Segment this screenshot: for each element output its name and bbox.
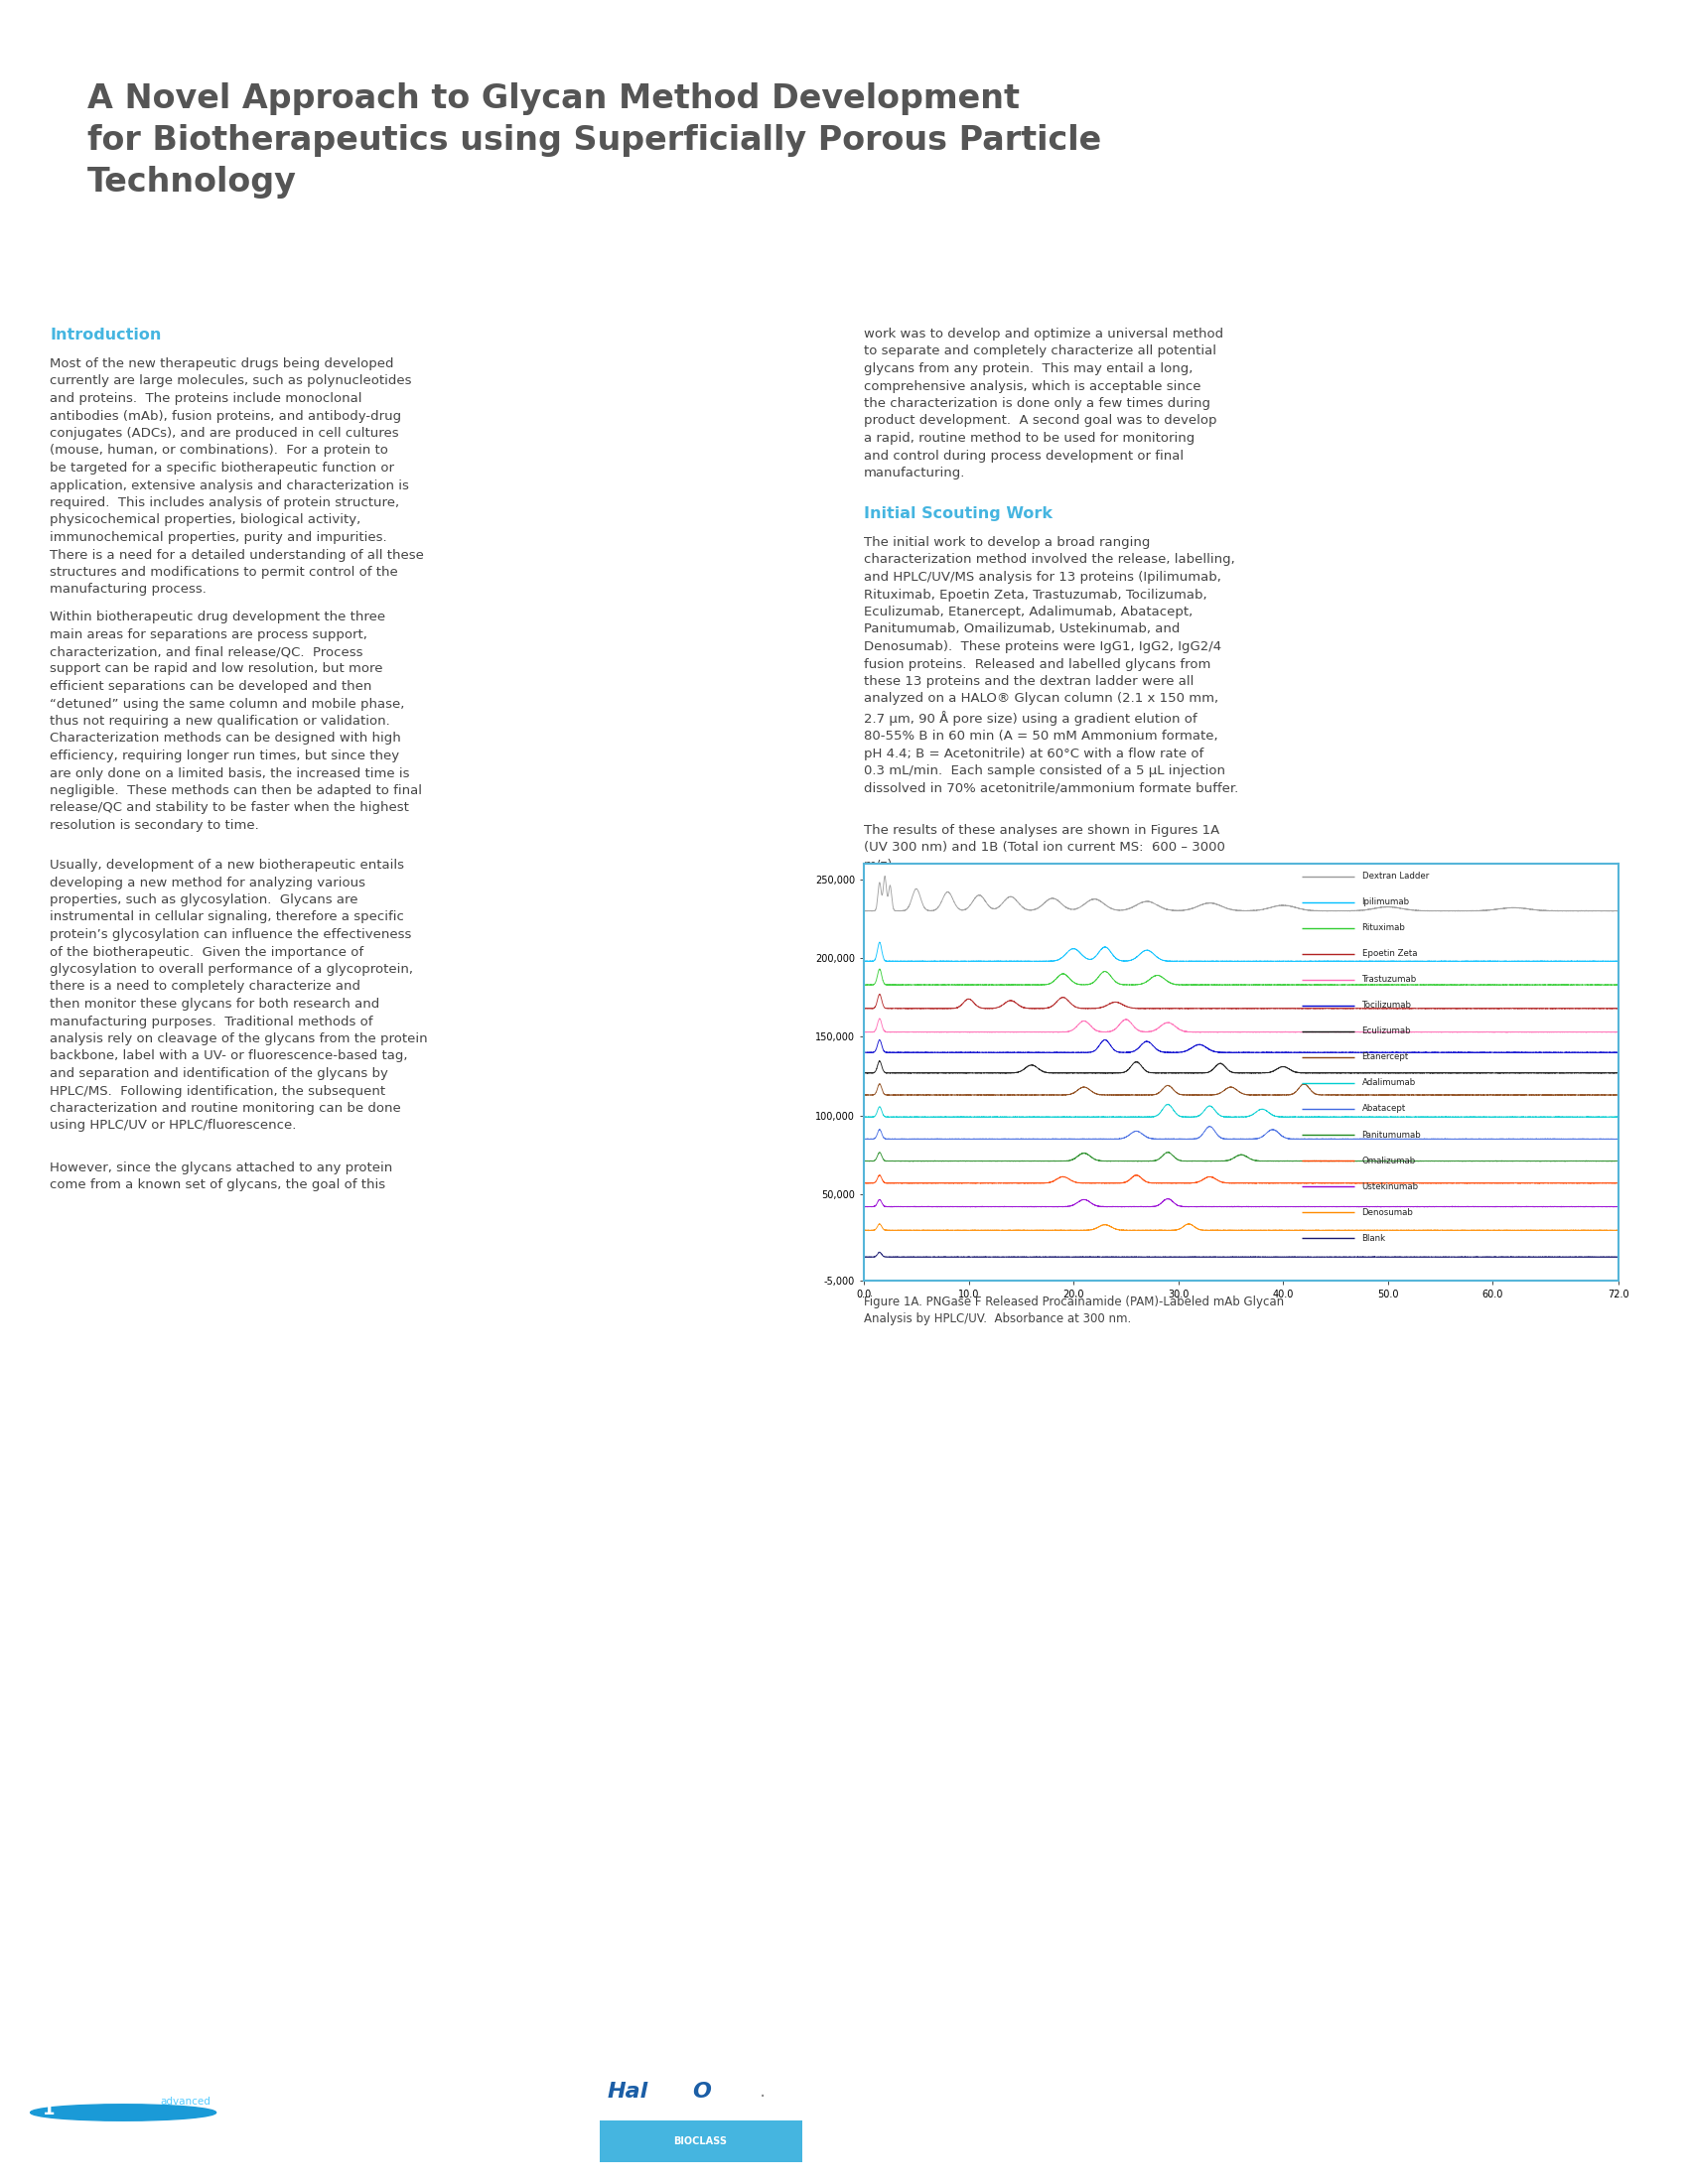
- Text: Denosumab: Denosumab: [1362, 1208, 1413, 1216]
- Text: Trastuzumab: Trastuzumab: [1362, 974, 1416, 985]
- Text: .: .: [760, 2081, 766, 2101]
- Text: BIOCLASS: BIOCLASS: [674, 2136, 728, 2145]
- Text: Adalimumab: Adalimumab: [1362, 1079, 1416, 1088]
- Text: Introduction: Introduction: [49, 328, 162, 343]
- Text: Eculizumab: Eculizumab: [1362, 1026, 1411, 1035]
- Text: Etanercept: Etanercept: [1362, 1053, 1409, 1061]
- Circle shape: [30, 2105, 216, 2121]
- Text: Panitumumab: Panitumumab: [1362, 1131, 1421, 1140]
- Text: Figure 1A. PNGase F Released Procainamide (PAM)-Labeled mAb Glycan
Analysis by H: Figure 1A. PNGase F Released Procainamid…: [864, 1295, 1285, 1326]
- Text: The initial work to develop a broad ranging
characterization method involved the: The initial work to develop a broad rang…: [864, 535, 1239, 795]
- Text: Epoetin Zeta: Epoetin Zeta: [1362, 950, 1416, 959]
- Text: However, since the glycans attached to any protein
come from a known set of glyc: However, since the glycans attached to a…: [49, 1162, 392, 1192]
- Text: Omalizumab: Omalizumab: [1362, 1155, 1416, 1164]
- Text: materialstechnology: materialstechnology: [160, 2123, 280, 2132]
- Text: work was to develop and optimize a universal method
to separate and completely c: work was to develop and optimize a unive…: [864, 328, 1224, 480]
- Text: The results of these analyses are shown in Figures 1A
(UV 300 nm) and 1B (Total : The results of these analyses are shown …: [864, 823, 1225, 871]
- Text: Within biotherapeutic drug development the three
main areas for separations are : Within biotherapeutic drug development t…: [49, 612, 422, 832]
- Text: Rituximab: Rituximab: [1362, 924, 1406, 933]
- Text: 1: 1: [42, 2101, 54, 2118]
- Text: Ipilimumab: Ipilimumab: [1362, 898, 1409, 906]
- FancyBboxPatch shape: [599, 2121, 802, 2162]
- Text: O: O: [692, 2081, 711, 2101]
- Text: Dextran Ladder: Dextran Ladder: [1362, 871, 1428, 880]
- Text: Hal: Hal: [608, 2081, 648, 2101]
- Text: Ustekinumab: Ustekinumab: [1362, 1182, 1418, 1190]
- Text: Blank: Blank: [1362, 1234, 1386, 1243]
- Text: A Novel Approach to Glycan Method Development
for Biotherapeutics using Superfic: A Novel Approach to Glycan Method Develo…: [88, 83, 1101, 199]
- Text: fused-core.com: fused-core.com: [1288, 2097, 1516, 2123]
- Text: Most of the new therapeutic drugs being developed
currently are large molecules,: Most of the new therapeutic drugs being …: [49, 358, 424, 596]
- Text: Abatacept: Abatacept: [1362, 1105, 1406, 1114]
- Text: Initial Scouting Work: Initial Scouting Work: [864, 507, 1053, 522]
- Text: Tocilizumab: Tocilizumab: [1362, 1000, 1411, 1009]
- Text: advanced: advanced: [160, 2097, 211, 2108]
- Text: Usually, development of a new biotherapeutic entails
developing a new method for: Usually, development of a new biotherape…: [49, 858, 427, 1131]
